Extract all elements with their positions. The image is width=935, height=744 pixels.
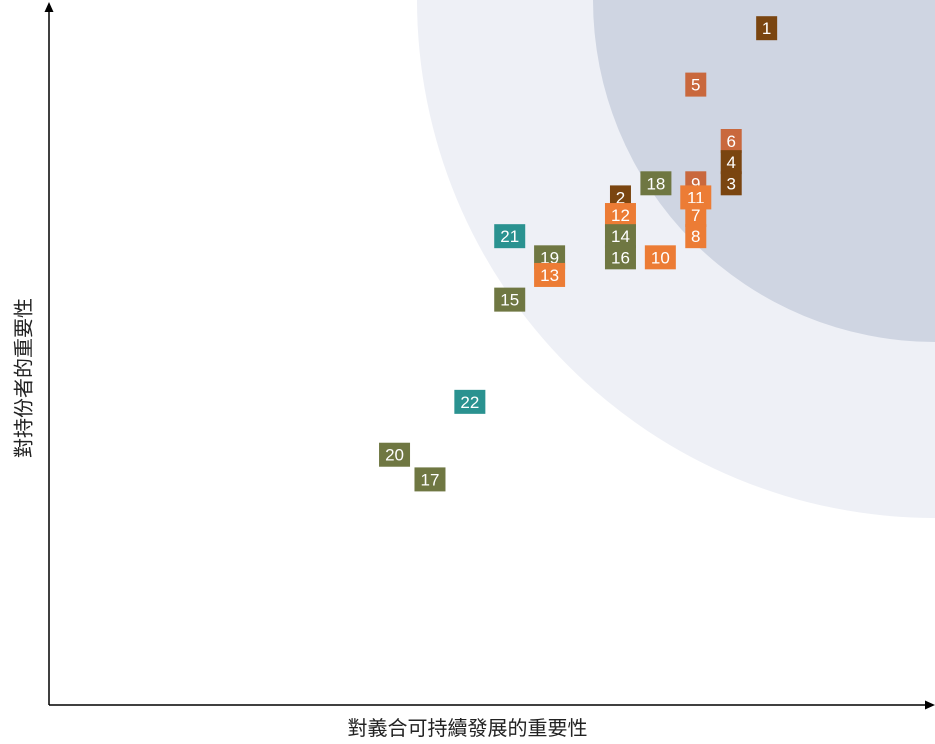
point-marker <box>720 129 742 153</box>
inner-zone <box>593 0 935 342</box>
y-axis-label: 對持份者的重要性 <box>11 298 36 458</box>
data-point-15: 15 <box>494 287 526 312</box>
data-point-18: 18 <box>640 171 672 196</box>
data-point-8: 8 <box>685 224 707 249</box>
point-marker <box>756 16 778 41</box>
point-label: 3 <box>726 174 735 193</box>
point-marker <box>379 442 411 467</box>
data-point-10: 10 <box>644 245 676 270</box>
point-label: 7 <box>691 206 700 225</box>
data-point-20: 20 <box>379 442 411 467</box>
point-marker <box>494 224 526 249</box>
point-label: 20 <box>385 446 404 465</box>
point-label: 14 <box>611 227 630 246</box>
x-axis <box>49 700 935 710</box>
point-marker <box>604 245 636 270</box>
point-marker <box>534 262 566 287</box>
point-label: 19 <box>540 248 559 267</box>
point-marker <box>720 150 742 175</box>
point-marker <box>604 224 636 249</box>
point-label: 18 <box>646 174 665 193</box>
point-marker <box>685 224 707 249</box>
data-point-1: 1 <box>756 16 778 41</box>
point-marker <box>414 467 446 492</box>
point-label: 16 <box>611 248 630 267</box>
data-point-3: 3 <box>720 171 742 196</box>
y-axis <box>44 2 54 705</box>
data-point-22: 22 <box>454 389 486 414</box>
point-marker <box>720 171 742 196</box>
point-label: 17 <box>421 470 440 489</box>
point-label: 15 <box>500 291 519 310</box>
data-point-16: 16 <box>604 245 636 270</box>
point-label: 4 <box>726 153 735 172</box>
data-point-12: 12 <box>604 203 636 228</box>
point-label: 5 <box>691 76 700 95</box>
point-label: 11 <box>687 188 705 207</box>
point-label: 9 <box>691 174 700 193</box>
point-marker <box>644 245 676 270</box>
point-marker <box>685 72 707 97</box>
x-axis-arrow-icon <box>925 700 935 710</box>
point-marker <box>494 287 526 312</box>
point-label: 2 <box>616 188 625 207</box>
point-label: 1 <box>762 19 771 38</box>
point-label: 8 <box>691 227 700 246</box>
point-label: 12 <box>611 206 630 225</box>
data-point-6: 6 <box>720 129 742 153</box>
data-point-4: 4 <box>720 150 742 175</box>
point-marker <box>604 203 636 228</box>
data-point-7: 7 <box>685 203 707 228</box>
data-point-14: 14 <box>604 224 636 249</box>
data-point-5: 5 <box>685 72 707 97</box>
point-label: 21 <box>500 227 519 246</box>
data-point-13: 13 <box>534 262 566 287</box>
point-marker <box>640 171 672 196</box>
data-point-17: 17 <box>414 467 446 492</box>
data-point-21: 21 <box>494 224 526 249</box>
point-marker <box>454 389 486 414</box>
point-label: 22 <box>460 393 479 412</box>
point-label: 10 <box>651 248 670 267</box>
point-label: 6 <box>726 132 735 151</box>
point-marker <box>685 203 707 228</box>
x-axis-label: 對義合可持續發展的重要性 <box>347 716 588 740</box>
y-axis-arrow-icon <box>44 2 54 12</box>
point-label: 13 <box>540 266 559 285</box>
